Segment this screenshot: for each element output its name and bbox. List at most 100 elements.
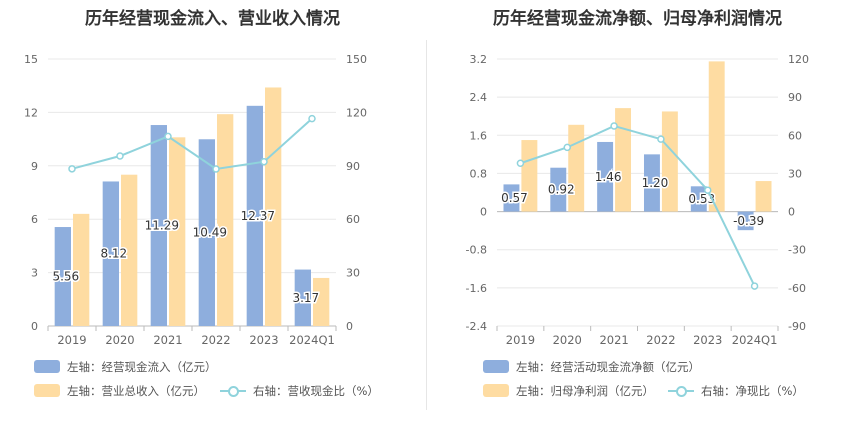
x-tick-label: 2024Q1 bbox=[289, 333, 335, 347]
x-tick-label: 2022 bbox=[646, 333, 675, 347]
y-right-tick-label: 0 bbox=[788, 206, 795, 219]
legend-line-swatch bbox=[668, 384, 694, 397]
ratio-point bbox=[308, 114, 316, 123]
bar bbox=[661, 111, 678, 212]
y-right-tick-label: 30 bbox=[346, 267, 360, 280]
bar-data-label: 1.46 bbox=[595, 170, 622, 184]
legend-item-bar-a[interactable]: 左轴：经营活动现金流净额（亿元） bbox=[483, 359, 700, 375]
y-left-tick-label: 0 bbox=[480, 206, 487, 219]
legend-item-bar-a[interactable]: 左轴：经营现金流入（亿元） bbox=[34, 359, 217, 375]
ratio-point bbox=[68, 165, 76, 173]
bar bbox=[690, 186, 707, 212]
bar-data-label: 0.57 bbox=[501, 191, 528, 205]
ratio-point bbox=[563, 143, 571, 152]
legend-item-line[interactable]: 右轴：净现比（%） bbox=[668, 383, 804, 399]
chart-title: 历年经营现金流入、营业收入情况 bbox=[85, 9, 340, 29]
bar bbox=[615, 108, 632, 212]
bar bbox=[54, 227, 71, 326]
bar-data-label: -0.39 bbox=[733, 214, 764, 228]
legend-label: 左轴：经营活动现金流净额（亿元） bbox=[516, 360, 700, 374]
y-right-tick-label: 120 bbox=[346, 106, 367, 119]
y-right-tick-label: 90 bbox=[788, 91, 802, 104]
y-right-tick-label: 60 bbox=[346, 213, 360, 226]
x-tick-label: 2024Q1 bbox=[732, 333, 778, 347]
bar-data-label: 8.12 bbox=[100, 247, 127, 261]
bar bbox=[102, 181, 119, 326]
ratio-point bbox=[516, 159, 525, 168]
bar-data-label: 5.56 bbox=[52, 270, 79, 284]
bar bbox=[198, 139, 215, 326]
x-tick-label: 2023 bbox=[249, 333, 278, 347]
legend-item-bar-b[interactable]: 左轴：营业总收入（亿元） bbox=[34, 383, 205, 399]
x-tick-label: 2021 bbox=[599, 333, 628, 347]
y-right-tick-label: -90 bbox=[788, 320, 806, 333]
y-left-tick-label: 3 bbox=[31, 267, 38, 280]
ratio-point bbox=[750, 282, 759, 290]
legend-item-line[interactable]: 右轴：营收现金比（%） bbox=[220, 383, 379, 399]
bar bbox=[265, 87, 282, 326]
bar-data-label: 0.92 bbox=[548, 183, 575, 197]
bar-data-label: 10.49 bbox=[193, 226, 227, 240]
y-left-tick-label: -1.6 bbox=[466, 282, 487, 295]
legend-item-bar-b[interactable]: 左轴：归母净利润（亿元） bbox=[483, 383, 654, 399]
ratio-point bbox=[610, 122, 618, 130]
ratio-line bbox=[520, 124, 756, 287]
bar bbox=[121, 174, 138, 326]
y-left-tick-label: -0.8 bbox=[466, 244, 487, 257]
y-right-tick-label: 0 bbox=[346, 320, 353, 333]
y-left-tick-label: 2.4 bbox=[470, 91, 488, 104]
ratio-point bbox=[704, 186, 712, 194]
bar bbox=[246, 105, 263, 327]
x-tick-label: 2023 bbox=[693, 333, 722, 347]
y-left-tick-label: 9 bbox=[31, 160, 38, 173]
ratio-point bbox=[260, 157, 268, 166]
y-right-tick-label: 120 bbox=[788, 53, 809, 66]
ratio-point bbox=[164, 132, 172, 141]
y-right-tick-label: -30 bbox=[788, 244, 806, 257]
bar-data-label: 1.20 bbox=[642, 176, 669, 190]
legend-swatch bbox=[483, 384, 509, 397]
bar-data-label: 12.37 bbox=[241, 209, 275, 223]
x-tick-label: 2021 bbox=[153, 333, 182, 347]
y-left-tick-label: 1.6 bbox=[470, 129, 488, 142]
legend-label: 右轴：净现比（%） bbox=[701, 384, 804, 398]
y-left-tick-label: 12 bbox=[24, 106, 38, 119]
bar-data-label: 3.17 bbox=[292, 291, 319, 305]
legend-label: 左轴：归母净利润（亿元） bbox=[516, 384, 654, 398]
bar-data-label: 11.29 bbox=[145, 219, 179, 233]
legend-swatch bbox=[34, 360, 60, 373]
bar bbox=[643, 154, 660, 212]
bar bbox=[294, 269, 311, 326]
legend-label: 左轴：经营现金流入（亿元） bbox=[67, 360, 217, 374]
ratio-line bbox=[71, 117, 313, 171]
y-right-tick-label: 90 bbox=[346, 160, 360, 173]
x-tick-label: 2020 bbox=[553, 333, 582, 347]
bar bbox=[568, 124, 585, 212]
x-tick-label: 2019 bbox=[57, 333, 86, 347]
legend-line-swatch bbox=[220, 384, 246, 397]
legend-label: 右轴：营收现金比（%） bbox=[253, 384, 379, 398]
bar bbox=[708, 61, 725, 212]
legend-swatch bbox=[483, 360, 509, 373]
legend-swatch bbox=[34, 384, 60, 397]
ratio-point bbox=[212, 165, 220, 173]
bar bbox=[503, 184, 520, 212]
y-left-tick-label: 0.8 bbox=[470, 167, 488, 180]
y-left-tick-label: 15 bbox=[24, 53, 38, 66]
bar bbox=[550, 167, 567, 212]
y-right-tick-label: 60 bbox=[788, 129, 802, 142]
y-right-tick-label: 30 bbox=[788, 167, 802, 180]
bar bbox=[217, 114, 234, 327]
x-tick-label: 2022 bbox=[201, 333, 230, 347]
y-left-tick-label: 0 bbox=[31, 320, 38, 333]
bar bbox=[150, 125, 167, 327]
x-tick-label: 2019 bbox=[506, 333, 535, 347]
chart-panel-right: 历年经营现金流净额、归母净利润情况 -2.4 -90 -1.6 -60 -0.8 -30 0… bbox=[425, 0, 850, 437]
x-tick-label: 2020 bbox=[105, 333, 134, 347]
y-right-tick-label: -60 bbox=[788, 282, 806, 295]
y-left-tick-label: 6 bbox=[31, 213, 38, 226]
bar bbox=[313, 277, 330, 326]
chart-right-svg: -2.4 -90 -1.6 -60 -0.8 -30 0 0 0.8 30 1.6 60 2.4 90 3.… bbox=[466, 53, 809, 347]
bar bbox=[737, 211, 754, 231]
bar bbox=[73, 213, 90, 326]
